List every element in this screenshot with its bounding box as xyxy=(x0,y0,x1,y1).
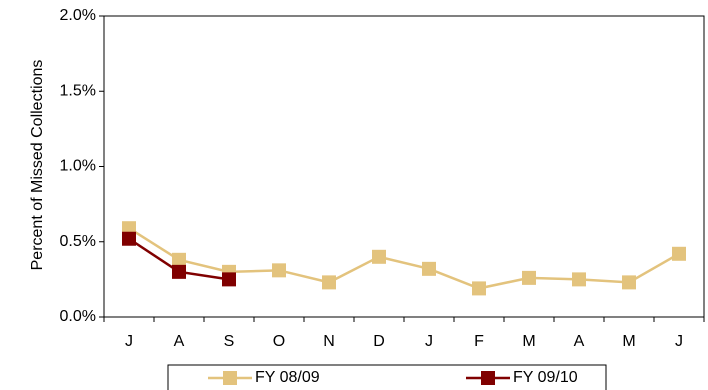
x-tick-label: O xyxy=(273,333,285,350)
x-tick-label: F xyxy=(474,333,484,350)
marker xyxy=(322,275,336,290)
marker xyxy=(672,246,686,261)
marker xyxy=(172,264,186,279)
marker xyxy=(122,221,136,236)
marker xyxy=(472,281,486,296)
x-tick-label: A xyxy=(574,333,585,350)
y-tick-label: 2.0% xyxy=(60,7,96,24)
marker xyxy=(122,231,136,246)
y-axis-label: Percent of Missed Collections xyxy=(29,60,46,271)
x-tick-label: N xyxy=(323,333,335,350)
y-tick-label: 1.5% xyxy=(60,82,96,99)
series-line xyxy=(128,227,680,290)
x-tick-label: M xyxy=(522,333,535,350)
x-tick-label: J xyxy=(125,333,133,350)
x-tick-label: J xyxy=(425,333,433,350)
legend-label: FY 08/09 xyxy=(255,369,320,386)
legend-marker xyxy=(481,371,495,385)
x-tick-label: M xyxy=(622,333,635,350)
y-tick-label: 1.0% xyxy=(60,158,96,175)
legend-marker xyxy=(223,371,237,385)
x-tick-label: D xyxy=(373,333,385,350)
x-tick-label: J xyxy=(675,333,683,350)
marker xyxy=(272,263,286,278)
legend-label: FY 09/10 xyxy=(513,369,578,386)
marker xyxy=(572,272,586,287)
marker xyxy=(222,272,236,287)
x-tick-label: S xyxy=(224,333,235,350)
marker xyxy=(172,252,186,267)
marker xyxy=(522,270,536,285)
y-tick-label: 0.5% xyxy=(60,233,96,250)
plot-area xyxy=(103,15,705,318)
y-tick-label: 0.0% xyxy=(60,308,96,325)
x-tick-label: A xyxy=(174,333,185,350)
marker xyxy=(422,261,436,276)
marker xyxy=(372,249,386,264)
marker xyxy=(622,275,636,290)
